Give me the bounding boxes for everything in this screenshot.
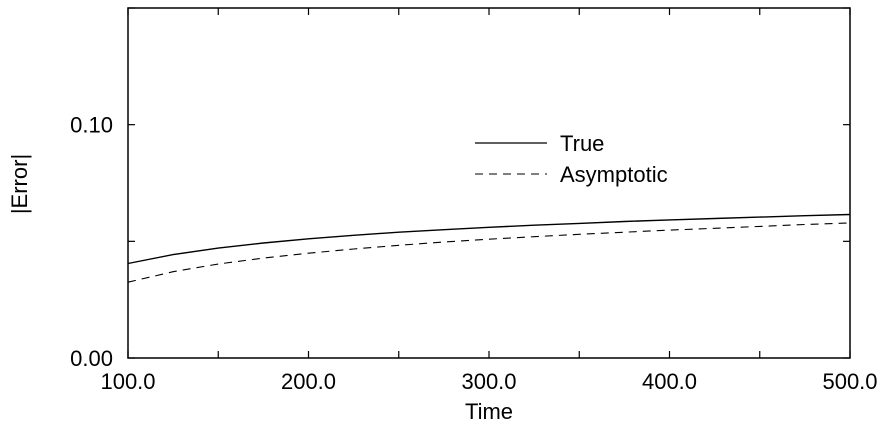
y-tick-label: 0.10 <box>70 113 113 138</box>
series-line-true <box>127 213 851 265</box>
x-axis-label: Time <box>465 399 513 424</box>
y-axis-label: |Error| <box>7 154 32 214</box>
x-tick-label: 100.0 <box>100 369 155 394</box>
series-line-asymptotic <box>127 222 851 283</box>
axis-ticks <box>127 7 851 359</box>
x-tick-label: 300.0 <box>461 369 516 394</box>
legend-label-asymptotic: Asymptotic <box>560 162 668 187</box>
y-tick-label: 0.00 <box>70 346 113 371</box>
series-group <box>127 213 851 283</box>
x-tick-label: 200.0 <box>281 369 336 394</box>
plot-frame <box>127 7 851 359</box>
x-tick-label: 500.0 <box>822 369 877 394</box>
x-tick-label: 400.0 <box>642 369 697 394</box>
tick-labels: 100.0 200.0 300.0 400.0 500.0 0.00 0.10 <box>70 113 877 394</box>
legend-label-true: True <box>560 131 604 156</box>
legend: True Asymptotic <box>475 131 668 187</box>
